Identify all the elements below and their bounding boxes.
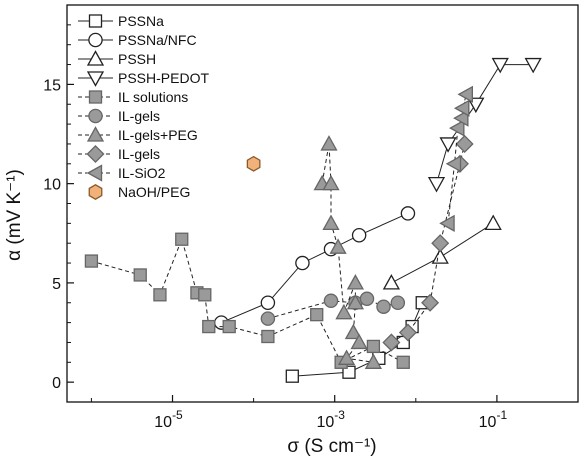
data-point	[346, 274, 365, 290]
data-point	[320, 135, 338, 151]
x-tick-label: 10-3	[316, 408, 345, 431]
legend-label: IL solutions	[118, 89, 188, 105]
legend-marker	[86, 50, 105, 66]
series-6	[313, 135, 383, 369]
data-point	[261, 329, 275, 344]
data-point	[453, 99, 470, 117]
series-1	[214, 206, 416, 330]
data-point	[431, 234, 450, 253]
data-point	[133, 268, 147, 282]
series-2	[382, 214, 502, 290]
data-point	[346, 293, 365, 310]
data-point	[491, 57, 509, 74]
legend-marker	[88, 32, 103, 48]
data-point	[323, 293, 339, 309]
series-8	[439, 85, 473, 232]
data-point	[376, 299, 391, 314]
legend-label: PSSH	[118, 51, 156, 67]
data-point	[364, 353, 383, 369]
data-point	[198, 288, 212, 302]
legend-label: IL-gels	[118, 146, 160, 162]
data-point	[350, 333, 368, 350]
legend-marker	[88, 14, 103, 28]
data-point	[153, 288, 167, 302]
data-point	[484, 214, 502, 231]
y-tick-label: 0	[52, 375, 61, 392]
data-point	[175, 232, 189, 246]
series-9	[246, 155, 261, 172]
data-point	[455, 134, 474, 153]
series-5	[260, 291, 406, 326]
data-point	[202, 319, 216, 334]
data-point	[382, 274, 400, 290]
legend-marker	[88, 108, 103, 124]
data-point	[427, 176, 446, 193]
legend-label: IL-gels+PEG	[118, 127, 198, 143]
data-point	[390, 295, 406, 310]
data-point	[295, 255, 310, 271]
data-point	[449, 119, 465, 137]
data-point	[322, 214, 340, 231]
x-tick-label: 10-1	[479, 408, 508, 431]
data-point	[421, 293, 440, 312]
legend-label: PSSNa	[118, 13, 164, 29]
legend-label: IL-SiO2	[118, 165, 166, 181]
x-axis-label: σ (S cm⁻¹)	[287, 436, 376, 457]
data-point	[322, 174, 340, 191]
data-point	[366, 339, 381, 354]
data-point	[400, 206, 416, 221]
data-point	[398, 323, 417, 342]
data-point	[260, 311, 276, 326]
series-3	[427, 57, 542, 193]
data-point	[342, 365, 356, 379]
y-tick-label: 5	[52, 276, 61, 293]
data-point	[260, 295, 276, 310]
data-point	[351, 228, 367, 243]
legend-marker	[86, 144, 105, 164]
axes: 0 5 10 15 10-5 10-3 10-1	[43, 4, 579, 431]
legend: PSSNa PSSNa/NFC PSSH PSSH-PEDOT IL solutions…	[78, 13, 209, 200]
legend-marker	[86, 164, 103, 182]
data-point	[222, 319, 236, 334]
data-point	[396, 355, 410, 369]
legend-label: PSSH-PEDOT	[118, 70, 209, 86]
data-point	[310, 308, 324, 322]
data-point	[382, 333, 401, 352]
data-point	[285, 369, 299, 383]
data-point	[431, 248, 449, 264]
data-point	[337, 349, 356, 365]
data-point	[439, 214, 455, 232]
y-tick-label: 10	[43, 177, 61, 194]
x-tick-label: 10-5	[154, 408, 183, 431]
series-line	[221, 212, 409, 324]
data-series	[84, 57, 542, 383]
data-point	[359, 291, 375, 307]
legend-marker	[86, 126, 105, 142]
y-tick-label: 15	[43, 77, 61, 94]
y-axis-label: α (mV K⁻¹)	[4, 169, 25, 261]
data-point	[445, 155, 462, 173]
data-point	[439, 137, 457, 153]
data-point	[329, 238, 347, 254]
legend-label: NaOH/PEG	[118, 184, 190, 200]
legend-label: PSSNa/NFC	[118, 32, 197, 48]
data-point	[344, 323, 363, 340]
legend-marker	[88, 90, 103, 104]
data-point	[84, 254, 99, 268]
data-point	[524, 57, 542, 74]
data-point	[335, 303, 353, 320]
legend-marker	[88, 184, 103, 200]
data-point	[246, 155, 261, 172]
data-point	[453, 109, 469, 127]
legend-label: IL-gels	[118, 108, 160, 124]
data-point	[457, 85, 473, 103]
legend-marker	[86, 71, 105, 87]
